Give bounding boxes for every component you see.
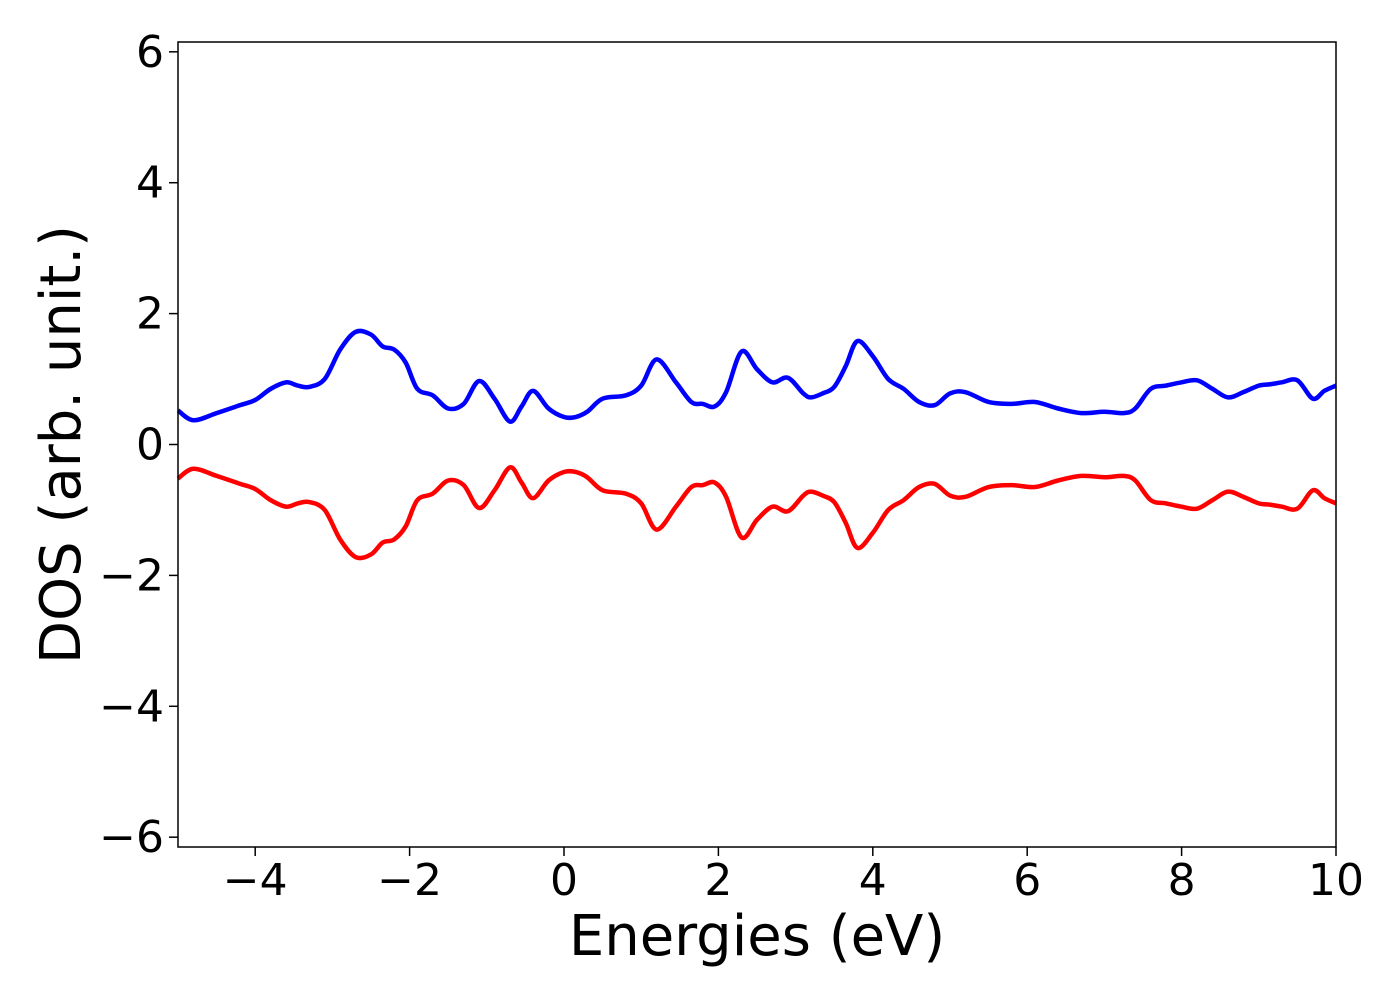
x-tick-label: −2 xyxy=(377,855,442,906)
x-tick-label: 0 xyxy=(550,855,578,906)
series-layer xyxy=(176,328,1337,561)
x-tick-label: 10 xyxy=(1308,855,1364,906)
x-tick-label: 2 xyxy=(704,855,732,906)
y-axis-ticks: −6 −4 −2 0 2 4 6 xyxy=(99,27,178,863)
y-tick-label: 6 xyxy=(136,27,164,78)
series-line-0 xyxy=(176,328,1337,424)
x-tick-label: 4 xyxy=(859,855,887,906)
y-tick-label: −4 xyxy=(99,681,164,732)
y-tick-label: 4 xyxy=(136,158,164,209)
y-tick-label: 0 xyxy=(136,420,164,471)
series-line-1 xyxy=(176,465,1337,561)
y-axis-title: DOS (arb. unit.) xyxy=(29,225,94,664)
x-axis-title: Energies (eV) xyxy=(569,904,945,969)
x-tick-label: 8 xyxy=(1168,855,1196,906)
x-axis-ticks: −4 −2 0 2 4 6 8 10 xyxy=(223,847,1364,906)
y-tick-label: −2 xyxy=(99,550,164,601)
y-tick-label: −6 xyxy=(99,812,164,863)
x-tick-label: −4 xyxy=(223,855,288,906)
x-tick-label: 6 xyxy=(1013,855,1041,906)
y-tick-label: 2 xyxy=(136,289,164,340)
